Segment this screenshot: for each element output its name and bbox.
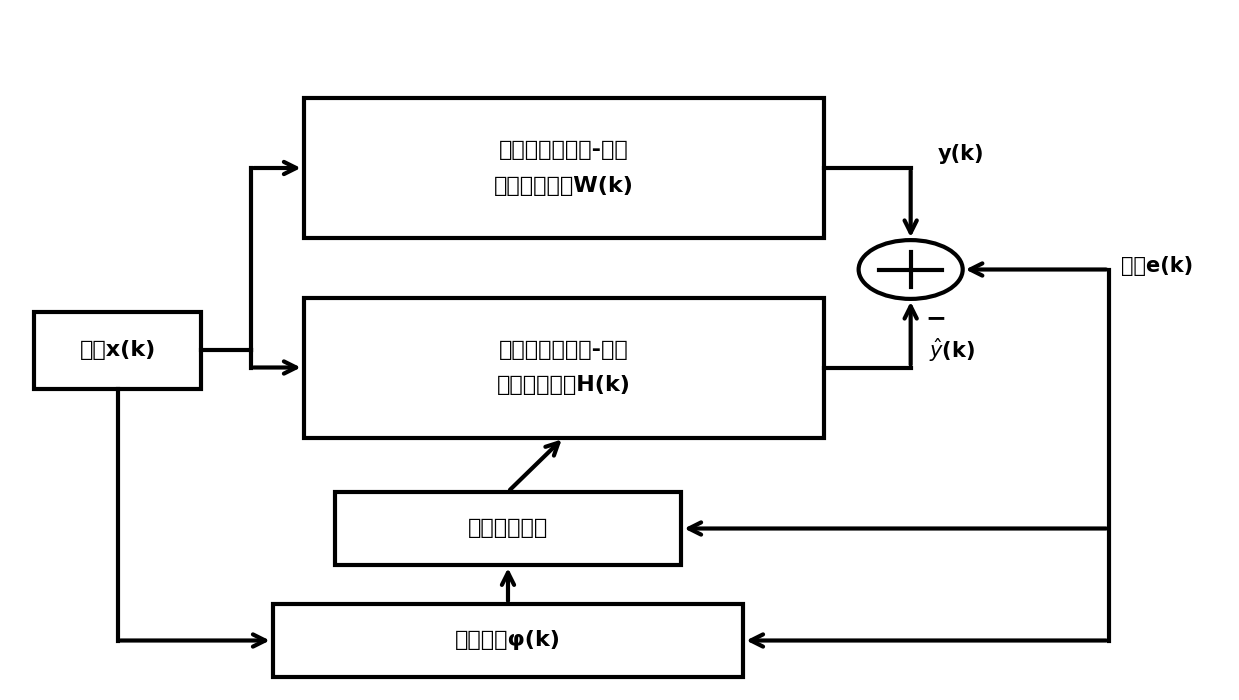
Text: 参数估计算法: 参数估计算法	[468, 519, 548, 538]
Text: 输入x(k): 输入x(k)	[79, 340, 156, 360]
Text: $\hat{y}$(k): $\hat{y}$(k)	[929, 337, 975, 364]
Text: 实际的手指皮肤-电极: 实际的手指皮肤-电极	[499, 141, 628, 160]
Text: 预设的手指皮肤-电极: 预设的手指皮肤-电极	[499, 340, 628, 360]
Text: y(k): y(k)	[938, 144, 985, 164]
Bar	[273, 603, 743, 678]
Bar	[33, 312, 201, 388]
Text: −: −	[926, 306, 947, 330]
Text: 噪声e(k): 噪声e(k)	[1121, 256, 1193, 276]
Text: 生物阻抗模型W(k): 生物阻抗模型W(k)	[494, 176, 633, 195]
Text: 数据矩阵φ(k): 数据矩阵φ(k)	[455, 631, 561, 650]
Bar	[304, 98, 824, 238]
Bar	[335, 491, 681, 566]
Text: 生物阻抗模型H(k): 生物阻抗模型H(k)	[497, 375, 631, 395]
Bar	[304, 298, 824, 438]
